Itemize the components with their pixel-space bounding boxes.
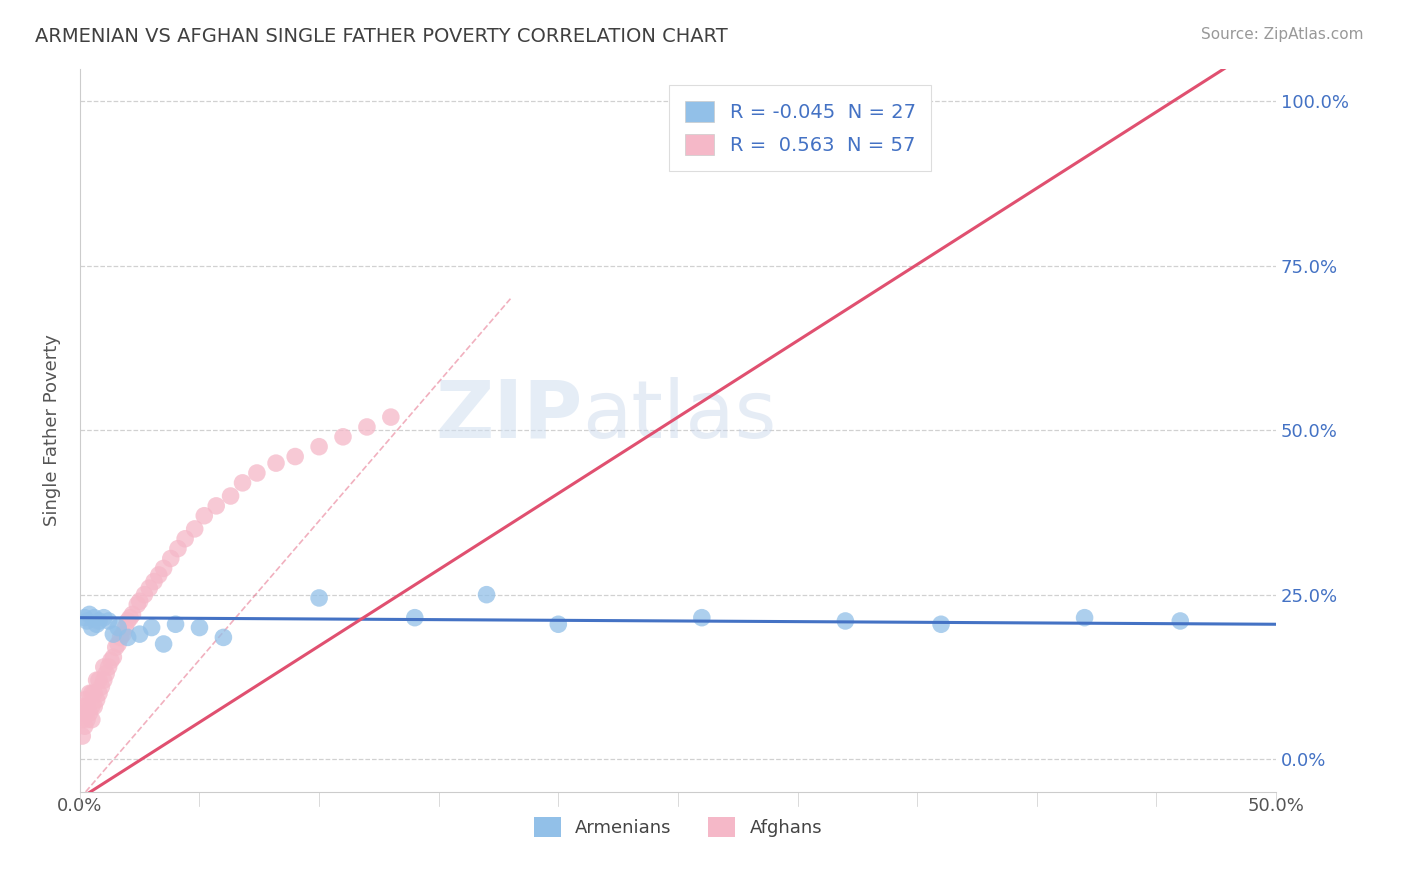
Point [165, 617, 187, 632]
Point [690, 610, 713, 624]
Point [475, 588, 498, 602]
Point [104, 640, 127, 655]
Text: ARMENIAN VS AFGHAN SINGLE FATHER POVERTY CORRELATION CHART: ARMENIAN VS AFGHAN SINGLE FATHER POVERTY… [35, 27, 728, 45]
Point [90, 680, 112, 694]
Legend: Armenians, Afghans: Armenians, Afghans [526, 810, 830, 845]
Point [86, 617, 108, 632]
Point [117, 631, 139, 645]
Point [120, 610, 142, 624]
Point [117, 614, 139, 628]
Point [72, 699, 94, 714]
Point [356, 420, 378, 434]
Point [332, 430, 354, 444]
Point [107, 621, 129, 635]
Point [188, 621, 211, 635]
Point [141, 621, 163, 635]
Point [80, 686, 103, 700]
Point [110, 631, 132, 645]
Point [219, 489, 242, 503]
Point [79, 686, 101, 700]
Y-axis label: Single Father Poverty: Single Father Poverty [44, 334, 60, 526]
Point [134, 588, 156, 602]
Point [73, 610, 96, 624]
Point [152, 637, 174, 651]
Point [264, 456, 287, 470]
Point [72, 713, 94, 727]
Point [193, 508, 215, 523]
Point [86, 673, 108, 688]
Point [79, 607, 101, 622]
Point [80, 621, 103, 635]
Point [212, 631, 235, 645]
Point [114, 621, 136, 635]
Point [73, 719, 96, 733]
Point [159, 551, 181, 566]
Point [121, 607, 143, 622]
Point [83, 686, 105, 700]
Point [174, 532, 197, 546]
Point [76, 699, 98, 714]
Point [76, 614, 98, 628]
Point [83, 610, 105, 624]
Point [93, 660, 115, 674]
Point [834, 614, 856, 628]
Point [205, 499, 228, 513]
Point [86, 693, 108, 707]
Point [100, 653, 122, 667]
Point [97, 660, 120, 674]
Point [93, 673, 115, 688]
Point [284, 450, 307, 464]
Text: ZIP: ZIP [434, 376, 582, 455]
Point [404, 610, 426, 624]
Point [246, 466, 269, 480]
Point [93, 610, 115, 624]
Point [167, 541, 190, 556]
Point [97, 614, 120, 628]
Point [107, 637, 129, 651]
Point [143, 574, 166, 589]
Point [103, 650, 125, 665]
Point [148, 568, 170, 582]
Point [80, 699, 103, 714]
Point [79, 706, 101, 720]
Point [138, 581, 160, 595]
Text: atlas: atlas [582, 376, 776, 455]
Point [83, 699, 105, 714]
Point [111, 627, 134, 641]
Point [127, 598, 149, 612]
Point [232, 475, 254, 490]
Point [87, 673, 110, 688]
Point [96, 666, 118, 681]
Point [547, 617, 569, 632]
Point [308, 591, 330, 605]
Point [308, 440, 330, 454]
Point [76, 713, 98, 727]
Point [152, 561, 174, 575]
Point [929, 617, 952, 632]
Point [103, 627, 125, 641]
Point [80, 713, 103, 727]
Point [87, 614, 110, 628]
Point [1073, 610, 1095, 624]
Point [128, 594, 150, 608]
Point [128, 627, 150, 641]
Point [87, 686, 110, 700]
Point [183, 522, 205, 536]
Text: Source: ZipAtlas.com: Source: ZipAtlas.com [1201, 27, 1364, 42]
Point [73, 693, 96, 707]
Point [72, 729, 94, 743]
Point [1168, 614, 1191, 628]
Point [380, 410, 402, 425]
Point [73, 706, 96, 720]
